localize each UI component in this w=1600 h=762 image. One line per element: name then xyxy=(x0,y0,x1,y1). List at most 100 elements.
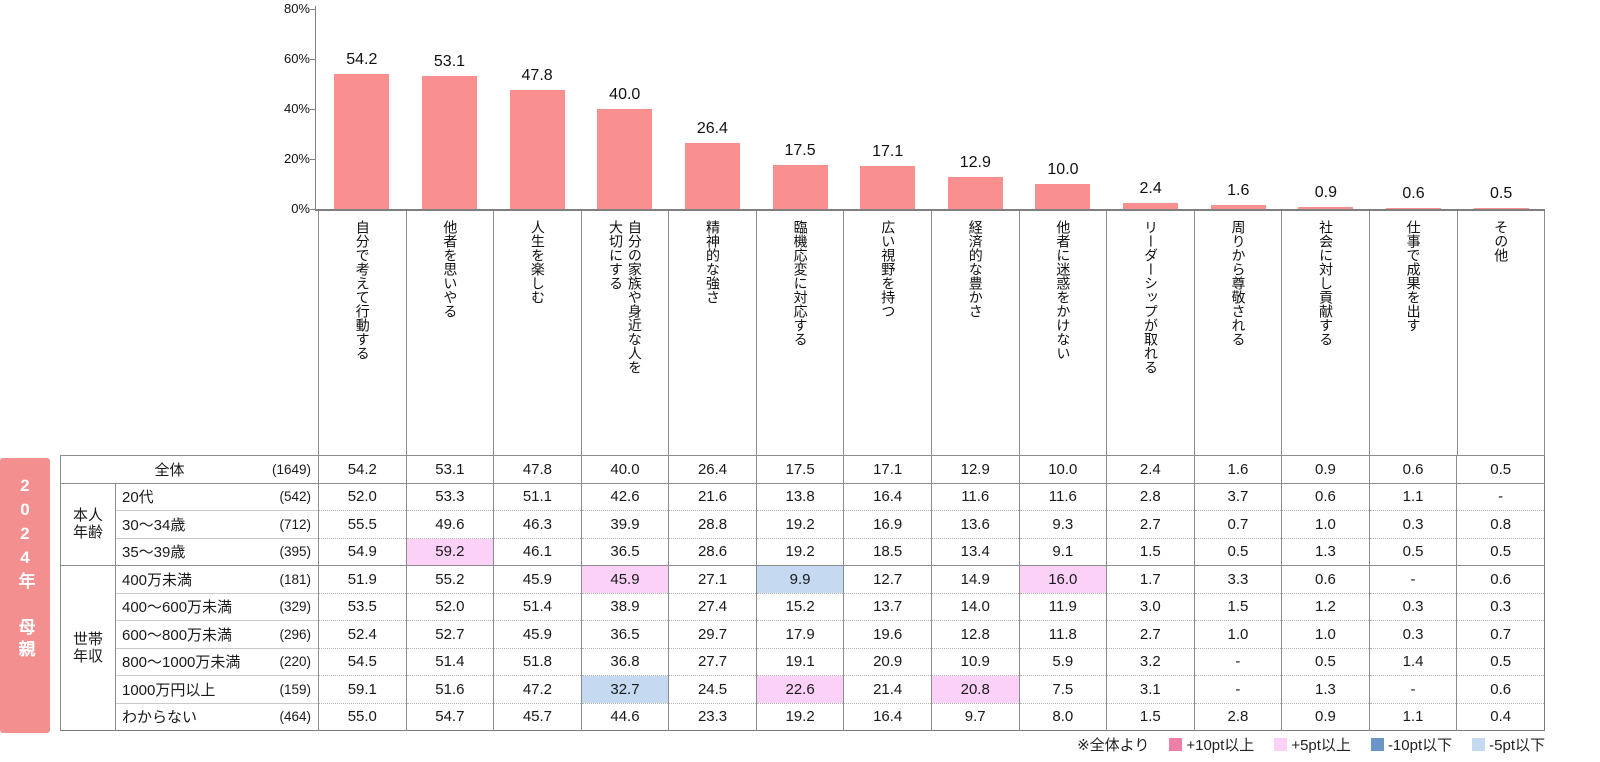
value-cell: 51.1 xyxy=(493,482,582,511)
value-cell: 16.4 xyxy=(843,482,932,511)
value-cell: 2.7 xyxy=(1106,620,1195,648)
value-cell: 0.5 xyxy=(1193,537,1282,566)
value-cell: 0.7 xyxy=(1193,510,1282,538)
value-cell: - xyxy=(1456,482,1545,511)
value-cell: 1.0 xyxy=(1281,620,1370,648)
value-cell: 0.5 xyxy=(1281,647,1370,676)
row-label: 400万未満 (181) xyxy=(117,569,319,590)
value-cell: 0.6 xyxy=(1456,675,1545,703)
group-label-cell: 世帯 年収 xyxy=(60,565,116,731)
table-row: 400～600万未満 (329) 53.5 52.0 51.4 38.9 27.4 15.2 1… xyxy=(61,592,1545,621)
value-cell: 0.9 xyxy=(1281,455,1370,483)
row-label-cell: 400～600万未満 (329) xyxy=(114,592,319,621)
value-cell: 0.7 xyxy=(1456,620,1545,648)
value-cell: 51.6 xyxy=(405,675,494,703)
bar xyxy=(1123,203,1179,209)
value-cell: 11.6 xyxy=(1018,482,1107,511)
value-cell: 17.1 xyxy=(843,455,932,483)
value-cell: 12.9 xyxy=(930,455,1020,483)
value-cell: 8.0 xyxy=(1018,702,1107,731)
bar-column: 53.1 xyxy=(406,9,494,209)
legend-label: -5pt以下 xyxy=(1489,737,1545,754)
bar-value-label: 0.9 xyxy=(1314,183,1337,201)
row-count: (712) xyxy=(279,516,312,532)
value-cell: 24.5 xyxy=(668,675,757,703)
value-cell: 1.4 xyxy=(1368,647,1457,676)
row-label-cell: 1000万円以上 (159) xyxy=(114,675,319,703)
bar-column: 0.5 xyxy=(1457,9,1545,209)
bar-value-label: 17.1 xyxy=(872,143,904,161)
value-cell: 55.0 xyxy=(318,702,407,731)
y-tick-mark xyxy=(310,109,315,110)
value-cell: 0.8 xyxy=(1456,510,1545,538)
value-cell: 1.5 xyxy=(1193,592,1282,621)
value-cell: 55.2 xyxy=(405,565,494,593)
table-row: 本人 年齢 20代 (542) 52.0 53.3 51.1 42.6 21.6 13.8 16.… xyxy=(60,482,1545,566)
value-cell: 52.0 xyxy=(405,592,494,621)
banner-label: 2024年 母親 xyxy=(15,476,35,662)
row-label-text: 30～34歳 xyxy=(122,516,186,534)
value-cell: 0.6 xyxy=(1456,565,1545,593)
value-cell: 0.6 xyxy=(1281,482,1370,511)
value-cell: 0.3 xyxy=(1368,592,1457,621)
category-label: 自分の家族や身近な人を 大切にする xyxy=(608,220,643,374)
table-row: 35～39歳 (395) 54.9 59.2 46.1 36.5 28.6 19.2 18.5 1… xyxy=(61,537,1545,566)
value-cell: 17.9 xyxy=(755,620,844,648)
row-label-cell: 30～34歳 (712) xyxy=(114,510,319,538)
bar-column: 0.6 xyxy=(1370,9,1458,209)
value-cell: 32.7 xyxy=(580,675,669,703)
legend-item: +10pt以上 xyxy=(1169,734,1254,755)
legend-label: -10pt以下 xyxy=(1387,737,1453,754)
bar-column: 2.4 xyxy=(1107,9,1195,209)
value-cell: - xyxy=(1368,565,1457,593)
y-tick-label: 0% xyxy=(291,201,310,216)
bar-column: 47.8 xyxy=(493,9,581,209)
row-label-cell: 800～1000万未満 (220) xyxy=(114,647,319,676)
value-cell: 9.9 xyxy=(755,565,844,593)
legend-swatch xyxy=(1370,738,1384,751)
bar xyxy=(509,89,565,209)
value-cell: 46.1 xyxy=(493,537,582,566)
y-axis-line xyxy=(315,6,316,210)
plot-area: 54.2 53.1 47.8 40.0 26.4 17.5 17.1 12.9 10.0 2.4 1… xyxy=(318,9,1545,209)
value-cell: 27.4 xyxy=(668,592,757,621)
row-label: 全体 (1649) xyxy=(62,459,319,480)
value-cell: 0.4 xyxy=(1456,702,1545,731)
row-label-text: 35～39歳 xyxy=(122,544,186,562)
y-tick-mark xyxy=(310,9,315,10)
bar xyxy=(772,165,828,209)
value-cell: 12.7 xyxy=(843,565,932,593)
value-cell: 15.2 xyxy=(755,592,844,621)
value-cell: 52.0 xyxy=(318,482,407,511)
value-cell: 59.2 xyxy=(405,537,494,566)
bar-column: 0.9 xyxy=(1282,9,1370,209)
value-cell: 2.8 xyxy=(1193,702,1282,731)
value-cell: - xyxy=(1193,675,1282,703)
y-tick-mark xyxy=(310,59,315,60)
value-cell: 11.8 xyxy=(1018,620,1107,648)
category-label: 臨機応変に対応する xyxy=(792,220,809,346)
bar xyxy=(1298,206,1354,209)
value-cell: 59.1 xyxy=(318,675,407,703)
bar xyxy=(1035,184,1091,209)
value-cell: 0.9 xyxy=(1281,702,1370,731)
value-cell: - xyxy=(1368,675,1457,703)
bar-column: 17.1 xyxy=(844,9,932,209)
row-count: (329) xyxy=(279,599,312,615)
value-cell: 13.6 xyxy=(930,510,1020,538)
value-cell: 1.7 xyxy=(1106,565,1195,593)
value-cell: 53.5 xyxy=(318,592,407,621)
value-cell: 1.0 xyxy=(1281,510,1370,538)
value-cell: 29.7 xyxy=(668,620,757,648)
value-cell: 0.6 xyxy=(1281,565,1370,593)
bar-value-label: 1.6 xyxy=(1227,182,1250,199)
row-label: 35～39歳 (395) xyxy=(117,541,319,562)
category-label: 仕事で成果を出す xyxy=(1405,220,1422,332)
value-cell: 1.0 xyxy=(1193,620,1282,648)
value-cell: 20.9 xyxy=(843,647,932,676)
value-cell: 3.1 xyxy=(1106,675,1195,703)
row-count: (395) xyxy=(279,544,312,560)
value-cell: 1.5 xyxy=(1106,537,1195,566)
y-tick-label: 60% xyxy=(283,51,310,66)
